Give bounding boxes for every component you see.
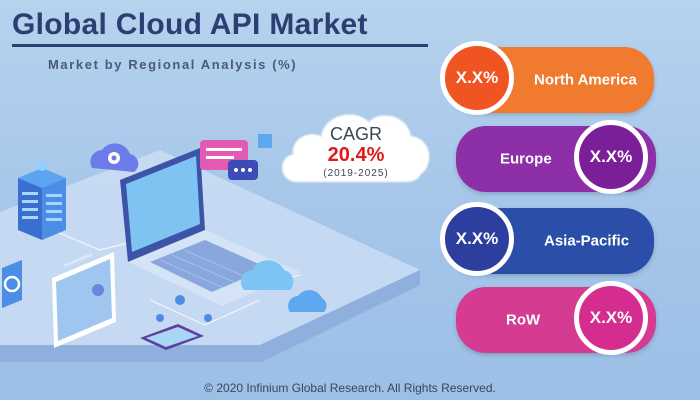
- cloud-technology-illustration: [0, 134, 420, 362]
- region-value-badge: X.X%: [574, 120, 648, 194]
- region-value-badge: X.X%: [440, 202, 514, 276]
- gear-icon: [156, 295, 212, 322]
- region-value-badge: X.X%: [440, 41, 514, 115]
- cloud-gear-icon: [90, 143, 139, 172]
- small-card-icon: [258, 134, 272, 148]
- region-band-asia-pacific: X.X% Asia-Pacific: [440, 202, 654, 276]
- region-label: North America: [534, 71, 637, 89]
- phone-icon: [140, 324, 204, 350]
- region-band-north-america: X.X% North America: [440, 41, 654, 115]
- region-label: Asia-Pacific: [544, 232, 630, 250]
- page-subtitle: Market by Regional Analysis (%): [48, 57, 298, 72]
- cagr-value: 20.4%: [327, 144, 385, 166]
- sync-icon: [2, 260, 22, 308]
- cloud-shape-icon: [281, 113, 431, 183]
- region-value: X.X%: [589, 308, 633, 327]
- region-value-badge: X.X%: [574, 281, 648, 355]
- copyright-footer: © 2020 Infinium Global Research. All Rig…: [204, 381, 496, 395]
- region-value: X.X%: [455, 68, 499, 87]
- server-icon: [18, 161, 66, 240]
- region-value: X.X%: [589, 147, 633, 166]
- title-underline: [12, 44, 428, 47]
- region-band-europe: Europe X.X%: [456, 120, 656, 194]
- region-label: Europe: [500, 150, 552, 168]
- cagr-period: (2019-2025): [323, 168, 389, 179]
- tablet-icon: [52, 252, 116, 348]
- region-value: X.X%: [455, 229, 499, 248]
- region-label: RoW: [506, 311, 541, 329]
- cagr-label: CAGR: [329, 124, 382, 144]
- cagr-cloud: CAGR 20.4% (2019-2025): [277, 104, 435, 186]
- chat-bubble-icon: [200, 140, 258, 180]
- region-band-row: RoW X.X%: [456, 281, 656, 355]
- page-title: Global Cloud API Market: [12, 8, 368, 41]
- cloud-icon: [240, 260, 327, 312]
